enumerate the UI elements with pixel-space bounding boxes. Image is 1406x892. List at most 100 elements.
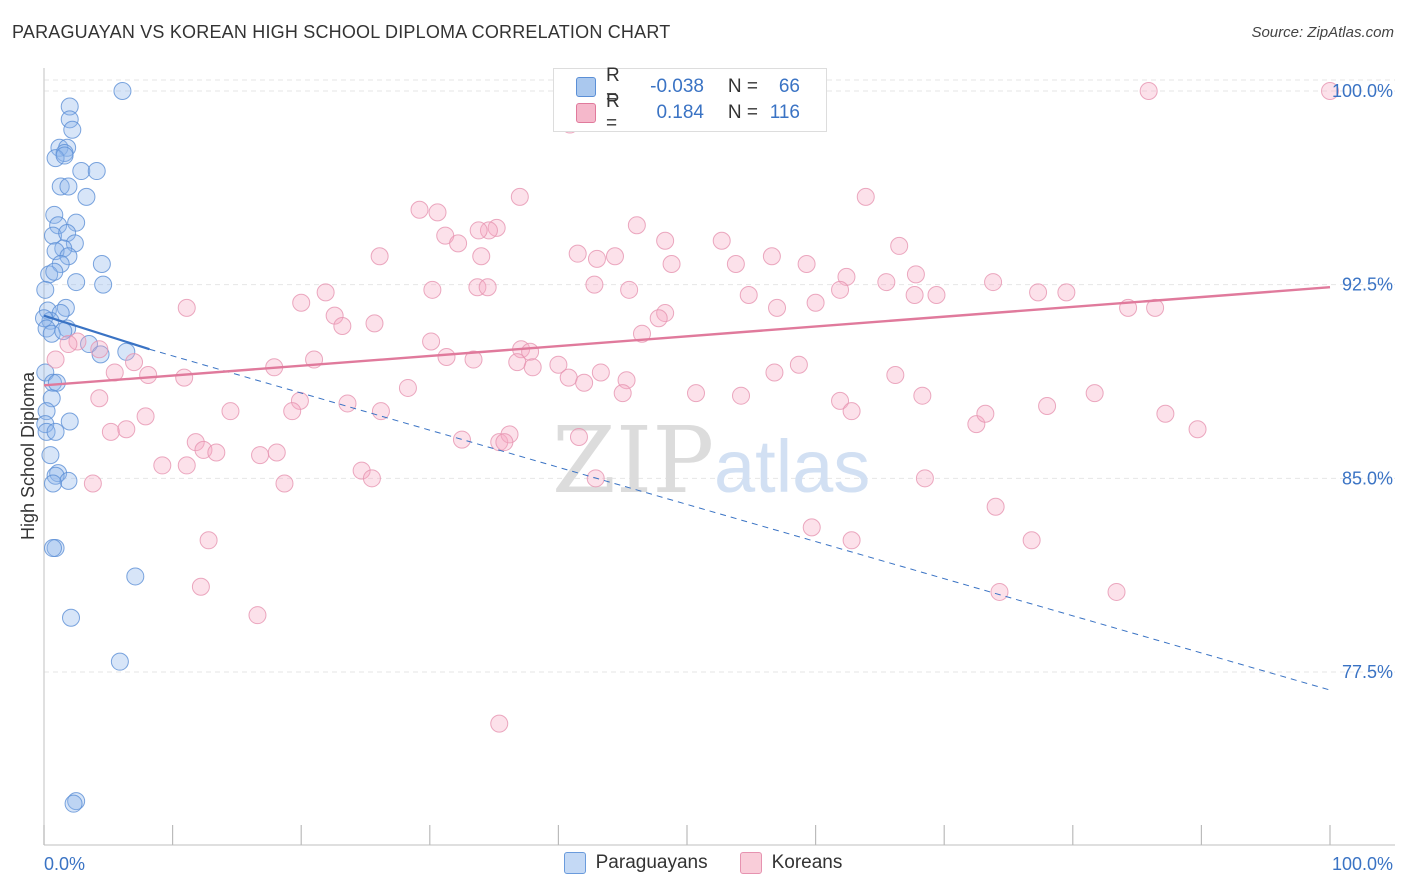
legend-n-value-koreans: 116: [769, 102, 800, 123]
koreans-point: [46, 350, 65, 369]
koreans-point: [422, 332, 441, 351]
koreans-point: [267, 443, 286, 462]
koreans-point: [437, 347, 456, 366]
koreans-point: [768, 298, 787, 317]
paraguayans-swatch: [576, 77, 596, 97]
koreans-point: [423, 280, 442, 299]
paraguayans-point: [56, 298, 75, 317]
koreans-point: [559, 368, 578, 387]
koreans-point: [712, 231, 731, 250]
koreans-point: [478, 278, 497, 297]
paraguayans-point: [67, 792, 86, 811]
paraguayans-point: [42, 324, 61, 343]
koreans-point: [613, 384, 632, 403]
koreans-point: [410, 200, 429, 219]
koreans-point: [338, 394, 357, 413]
legend-r-label: R =: [606, 65, 620, 108]
koreans-point: [1057, 283, 1076, 302]
koreans-point: [101, 422, 120, 441]
paraguayans-point: [110, 652, 129, 671]
chart-title: PARAGUAYAN VS KOREAN HIGH SCHOOL DIPLOMA…: [12, 22, 671, 42]
paraguayans-point: [67, 273, 86, 292]
koreans-point: [371, 402, 390, 421]
koreans-point: [842, 531, 861, 550]
watermark: ZIP atlas: [552, 407, 870, 514]
koreans-point: [585, 275, 604, 294]
label-layer: 77.5% 85.0% 92.5% 100.0% 0.0% 100.0% High Scho…: [18, 81, 1393, 874]
koreans-point: [605, 247, 624, 266]
paraguayans-point: [36, 363, 55, 382]
koreans-point: [591, 363, 610, 382]
koreans-point: [986, 497, 1005, 516]
paraguayans-point: [64, 794, 83, 813]
koreans-legend-swatch: [739, 852, 762, 874]
koreans-point: [365, 314, 384, 333]
koreans-point: [662, 254, 681, 273]
watermark-atlas: atlas: [714, 425, 870, 508]
koreans-point: [221, 402, 240, 421]
koreans-point: [856, 187, 875, 206]
koreans-point: [186, 433, 205, 452]
legend-n-label: N =: [727, 102, 758, 123]
koreans-point: [59, 335, 78, 354]
paraguayans-point: [49, 464, 68, 483]
paraguayans-point: [58, 224, 77, 243]
paraguayans-point: [87, 162, 106, 181]
grid-layer: [44, 79, 1395, 673]
paraguayans-point: [45, 262, 64, 281]
koreans-point: [191, 577, 210, 596]
koreans-point: [468, 278, 487, 297]
legend-label-koreans: Koreans: [771, 852, 843, 873]
koreans-point: [568, 244, 587, 263]
koreans-point: [510, 187, 529, 206]
legend-r-value-paraguayans: -0.038: [650, 76, 704, 97]
watermark-zip: ZIP: [552, 407, 714, 514]
koreans-point: [428, 203, 447, 222]
paraguayans-point: [51, 177, 70, 196]
paraguayans-point: [40, 265, 59, 284]
paraguayans-point: [92, 254, 111, 273]
koreans-point: [877, 273, 896, 292]
koreans-point: [587, 249, 606, 268]
axis-layer: [43, 68, 1395, 846]
koreans-point: [452, 430, 471, 449]
koreans-point: [797, 254, 816, 273]
paraguayans-point: [126, 567, 145, 586]
series-legend: Paraguayans Koreans: [0, 852, 1406, 874]
koreans-point: [153, 456, 172, 475]
koreans-point: [207, 443, 226, 462]
koreans-point: [251, 446, 270, 465]
koreans-point: [292, 293, 311, 312]
koreans-point: [1188, 420, 1207, 439]
paraguayans-point: [59, 177, 78, 196]
koreans-point: [789, 355, 808, 374]
koreans-point: [464, 350, 483, 369]
paraguayans-point: [72, 162, 91, 181]
x-tick-label: 0.0%: [44, 854, 85, 874]
koreans-point: [575, 373, 594, 392]
koreans-point: [83, 474, 102, 493]
koreans-point: [175, 368, 194, 387]
koreans-point: [283, 402, 302, 421]
paraguayans-point: [44, 474, 63, 493]
legend-n-value-paraguayans: 66: [778, 76, 800, 97]
paraguayans-legend-swatch: [563, 852, 586, 874]
koreans-point: [687, 384, 706, 403]
koreans-point: [495, 433, 514, 452]
legend-item-koreans[interactable]: Koreans: [739, 852, 843, 874]
paraguayans-point: [36, 415, 55, 434]
koreans-point: [523, 358, 542, 377]
koreans-point: [177, 456, 196, 475]
paraguayans-point: [117, 342, 136, 361]
koreans-point: [139, 366, 158, 385]
koreans-point: [765, 363, 784, 382]
koreans-point: [325, 306, 344, 325]
koreans-swatch: [576, 103, 596, 123]
legend-item-paraguayans[interactable]: Paraguayans: [563, 852, 708, 874]
y-tick-label: 100.0%: [1332, 81, 1393, 101]
koreans-point: [842, 402, 861, 421]
paraguayans-point: [51, 254, 70, 273]
paraguayans-point: [60, 110, 79, 129]
koreans-point: [490, 714, 509, 733]
